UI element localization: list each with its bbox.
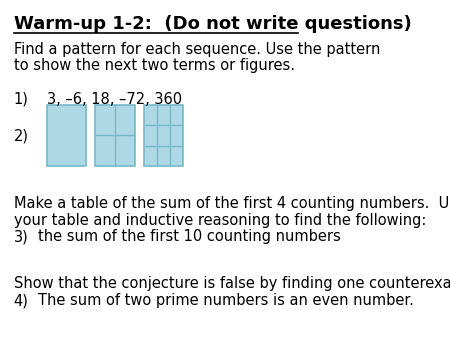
Text: to show the next two terms or figures.: to show the next two terms or figures.: [14, 58, 294, 73]
Bar: [95, 105, 135, 166]
Text: 4): 4): [14, 293, 28, 308]
Text: your table and inductive reasoning to find the following:: your table and inductive reasoning to fi…: [14, 213, 426, 227]
Text: Show that the conjecture is false by finding one counterexample.: Show that the conjecture is false by fin…: [14, 276, 450, 291]
Text: 3): 3): [14, 230, 28, 244]
Text: The sum of two prime numbers is an even number.: The sum of two prime numbers is an even …: [38, 293, 414, 308]
Text: 3, –6, 18, –72, 360: 3, –6, 18, –72, 360: [47, 92, 182, 107]
Text: Find a pattern for each sequence. Use the pattern: Find a pattern for each sequence. Use th…: [14, 42, 380, 57]
Text: 2): 2): [14, 129, 28, 144]
Text: Warm-up 1-2:  (Do not write questions): Warm-up 1-2: (Do not write questions): [14, 15, 411, 33]
Text: Make a table of the sum of the first 4 counting numbers.  Use: Make a table of the sum of the first 4 c…: [14, 196, 450, 211]
Bar: [144, 105, 183, 166]
Text: 1): 1): [14, 92, 28, 107]
Bar: [47, 105, 86, 166]
Text: the sum of the first 10 counting numbers: the sum of the first 10 counting numbers: [38, 230, 341, 244]
